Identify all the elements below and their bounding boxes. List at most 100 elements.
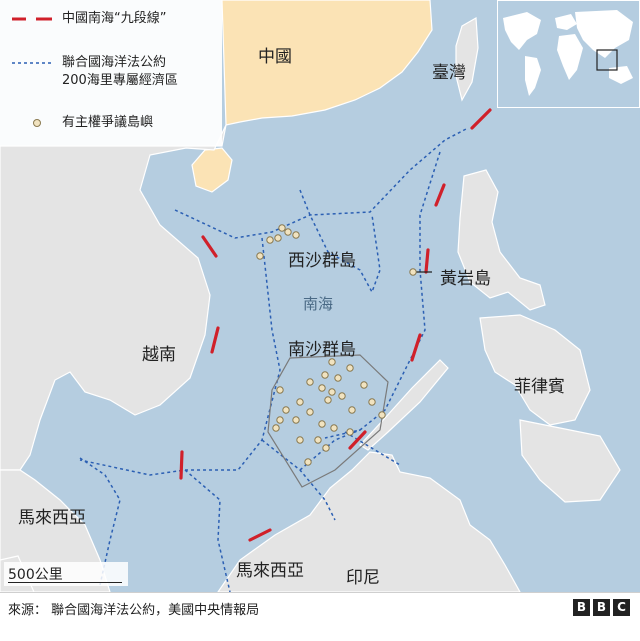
eez-line-china-south: [299, 189, 381, 294]
spratly-island: [346, 364, 354, 372]
spratly-island: [276, 386, 284, 394]
spratly-island: [330, 424, 338, 432]
nine-dash-9: [201, 235, 218, 258]
legend-nine-dash-swatch: [12, 17, 52, 21]
eez-lines: [79, 127, 469, 593]
source-credit: 來源： 聯合國海洋法公約，美國中央情報局: [8, 603, 260, 618]
legend-disputed-label: 有主權爭議島嶼: [62, 115, 154, 130]
legend-disputed: 有主權爭議島嶼: [10, 114, 153, 132]
inset-focus-box: [596, 49, 618, 71]
label-china: 中國: [258, 47, 292, 67]
spratly-island: [282, 406, 290, 414]
eez-line-borneo-north: [261, 439, 336, 521]
luzon-land: [457, 169, 546, 311]
nine-dash-5: [348, 430, 367, 450]
inset-north-america: [503, 12, 541, 50]
spratly-island: [276, 416, 284, 424]
spratly-island: [368, 398, 376, 406]
paracel-island: [284, 228, 292, 236]
spratly-island: [322, 444, 330, 452]
spratly-island: [314, 436, 322, 444]
legend-nine-dash: 中國南海“九段線”: [10, 10, 166, 28]
spratly-island: [292, 416, 300, 424]
eez-line-palawan: [344, 431, 401, 466]
bbc-logo-letter: B: [593, 599, 610, 616]
spratly-island: [378, 411, 386, 419]
legend-nine-dash-label: 中國南海“九段線”: [62, 11, 167, 26]
legend-eez: 聯合國海洋法公約 200海里專屬經濟區: [10, 54, 178, 90]
nine-dash-8: [210, 326, 220, 354]
spratly-island: [306, 378, 314, 386]
world-inset-map: [496, 0, 640, 109]
legend-disputed-swatch: [33, 119, 41, 127]
nine-dash-1: [470, 108, 492, 130]
spratly-island: [328, 358, 336, 366]
legend: 中國南海“九段線” 聯合國海洋法公約 200海里專屬經濟區 有主權爭議島嶼: [0, 0, 222, 146]
eez-line-malaysia: [184, 469, 231, 593]
legend-eez-swatch: [12, 62, 52, 64]
bbc-logo: B B C: [573, 599, 630, 616]
paracel-island: [278, 224, 286, 232]
bbc-logo-letter: B: [573, 599, 590, 616]
paracel-island: [256, 252, 264, 260]
inset-continents: [503, 10, 633, 96]
label-indonesia: 印尼: [346, 568, 380, 588]
spratly-island: [334, 374, 342, 382]
palawan-land: [359, 359, 449, 451]
eez-line-vietnam-east: [79, 237, 281, 476]
inset-south-america: [525, 56, 541, 96]
taiwan-land: [455, 17, 479, 102]
label-spratly: 南沙群島: [288, 340, 356, 360]
bbc-logo-letter: C: [613, 599, 630, 616]
scale-label: 500公里: [8, 567, 63, 583]
visayas-land: [479, 314, 591, 426]
label-vietnam: 越南: [142, 345, 176, 365]
nine-dash-3: [424, 248, 430, 274]
inset-asia: [575, 10, 633, 58]
indochina-land: [0, 124, 227, 471]
label-malaysia-west: 馬來西亞: [18, 508, 86, 528]
spratly-island: [346, 428, 354, 436]
footer: 來源： 聯合國海洋法公約，美國中央情報局 B B C: [0, 592, 640, 641]
spratly-island: [296, 436, 304, 444]
eez-line-gulf-thailand: [79, 457, 121, 586]
nine-dash-7: [179, 450, 184, 480]
paracel-island: [274, 234, 282, 242]
nine-dash-line: [179, 108, 492, 542]
spratly-island: [304, 458, 312, 466]
mindanao-land: [519, 419, 621, 503]
eez-line-paracel-north: [174, 127, 469, 239]
borneo-land: [216, 451, 522, 593]
label-malaysia-borneo: 馬來西亞: [236, 561, 304, 581]
legend-eez-label-line1: 聯合國海洋法公約: [62, 55, 167, 70]
spratly-island: [360, 381, 368, 389]
spratly-island: [272, 424, 280, 432]
label-paracel: 西沙群島: [288, 251, 356, 271]
legend-eez-label-line2: 200海里專屬經濟區: [62, 73, 178, 88]
china-land: [221, 0, 433, 126]
nine-dash-2: [434, 183, 446, 207]
nine-dash-4: [410, 333, 422, 362]
label-south-sea: 南海: [303, 295, 334, 313]
label-scarborough: 黃岩島: [440, 269, 491, 289]
nine-dash-6: [248, 528, 272, 542]
spratly-island: [321, 371, 329, 379]
paracel-islands: [256, 224, 300, 260]
spratly-island: [324, 396, 332, 404]
label-taiwan: 臺灣: [432, 63, 466, 83]
scarborough-island: [409, 268, 417, 276]
label-philippines: 菲律賓: [514, 377, 565, 397]
inset-europe: [555, 14, 577, 30]
spratly-island: [296, 398, 304, 406]
spratly-island: [318, 384, 326, 392]
scale-line: [8, 582, 122, 583]
spratly-island: [306, 408, 314, 416]
spratly-islands: [272, 358, 386, 466]
inset-africa: [557, 34, 583, 80]
spratly-area-outline: [267, 354, 389, 488]
spratly-island: [318, 420, 326, 428]
spratly-island: [338, 392, 346, 400]
scale-bar: 500公里: [4, 562, 128, 586]
paracel-island: [266, 236, 274, 244]
paracel-island: [292, 231, 300, 239]
